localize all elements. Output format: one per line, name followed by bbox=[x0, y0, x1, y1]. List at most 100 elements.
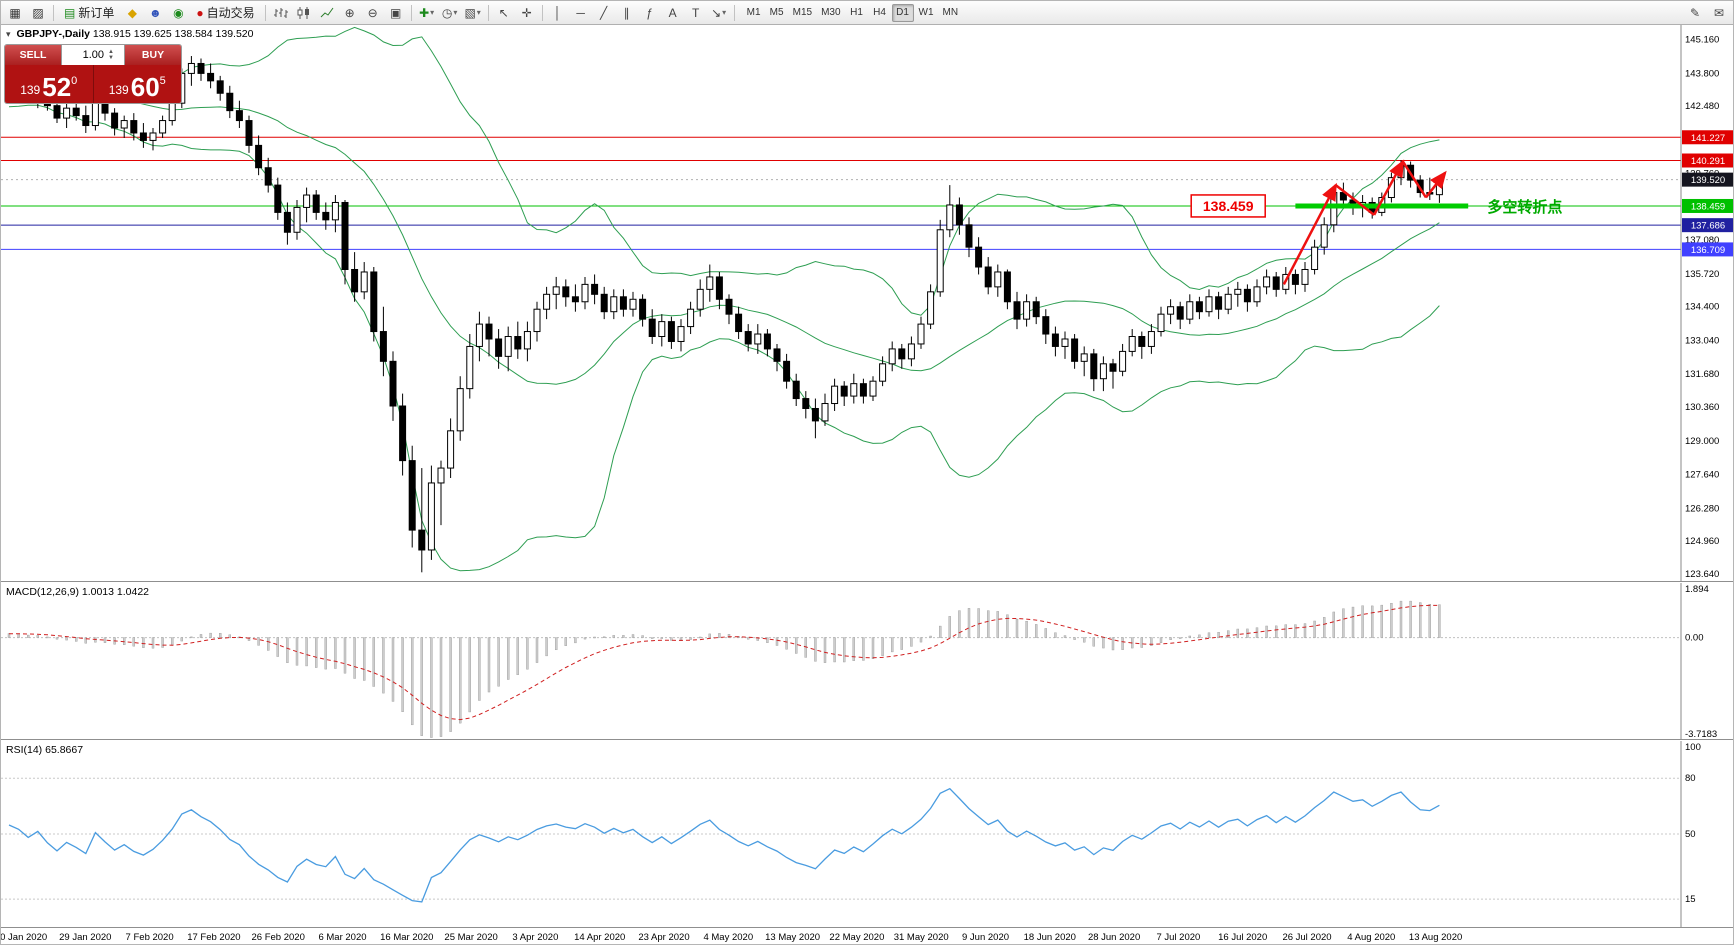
date-label: 28 Jun 2020 bbox=[1087, 932, 1141, 943]
svg-text:143.800: 143.800 bbox=[1685, 68, 1719, 79]
svg-text:130.360: 130.360 bbox=[1685, 402, 1719, 413]
volume-input[interactable] bbox=[62, 48, 106, 62]
vertical-line-icon: │ bbox=[553, 5, 562, 20]
svg-text:126.280: 126.280 bbox=[1685, 503, 1719, 514]
timeframe-button-m1[interactable]: M1 bbox=[746, 7, 761, 18]
chevron-down-icon: ▾ bbox=[476, 8, 481, 17]
tile-windows-button[interactable]: ▣ bbox=[385, 3, 407, 23]
one-click-toggle-icon[interactable]: ▾ bbox=[6, 29, 11, 39]
templates-button[interactable]: ▧ ▾ bbox=[462, 3, 484, 23]
pane-divider[interactable] bbox=[1, 581, 1733, 583]
timeframe-button-h4[interactable]: H4 bbox=[873, 7, 886, 18]
date-label: 29 Jan 2020 bbox=[59, 932, 112, 943]
sell-price-sup: 0 bbox=[71, 75, 78, 87]
spin-down-icon[interactable]: ▼ bbox=[108, 55, 114, 61]
text-tool-button[interactable]: A bbox=[662, 3, 684, 23]
zoom-out-button[interactable]: ⊖ bbox=[362, 3, 384, 23]
sell-price[interactable]: 139 52 0 bbox=[5, 65, 94, 103]
message-button[interactable]: ✉ bbox=[1708, 3, 1730, 23]
profiles-button[interactable]: ▨ bbox=[27, 3, 49, 23]
line-chart-icon bbox=[320, 7, 334, 17]
candlestick-chart-icon bbox=[297, 6, 309, 19]
label-tool-icon: T bbox=[691, 5, 700, 20]
date-label: 16 Mar 2020 bbox=[380, 932, 434, 943]
periods-button[interactable]: ◷ ▾ bbox=[439, 3, 461, 23]
rsi-indicator-label: RSI(14) 65.8667 bbox=[6, 744, 83, 756]
vertical-line-tool-button[interactable]: │ bbox=[547, 3, 569, 23]
toolbar-separator bbox=[53, 4, 54, 21]
toolbar-right-group: ✎ ✉ bbox=[1684, 3, 1730, 23]
new-chart-button[interactable]: ▦ bbox=[4, 3, 26, 23]
new-chart-icon: ▦ bbox=[9, 5, 21, 20]
volume-box: ▲ ▼ bbox=[61, 45, 125, 65]
date-label: 16 Jul 2020 bbox=[1218, 932, 1268, 943]
mail-icon: ✉ bbox=[1713, 5, 1725, 20]
chevron-down-icon: ▾ bbox=[722, 8, 727, 17]
date-label: 4 May 2020 bbox=[703, 932, 754, 943]
svg-text:139.520: 139.520 bbox=[1691, 175, 1725, 186]
svg-text:1.894: 1.894 bbox=[1685, 584, 1709, 595]
sell-price-main: 52 bbox=[42, 72, 72, 102]
rsi-chart-canvas[interactable]: 100 80 50 15 bbox=[1, 741, 1734, 927]
market-icon: ◉ bbox=[173, 5, 184, 20]
autotrade-button[interactable]: ● 自动交易 bbox=[190, 3, 260, 23]
community-button[interactable]: ☻ bbox=[144, 3, 166, 23]
timeframe-button-m5[interactable]: M5 bbox=[769, 7, 784, 18]
alerts-button[interactable]: ◆ bbox=[121, 3, 143, 23]
svg-text:多空转折点: 多空转折点 bbox=[1487, 198, 1562, 216]
chevron-down-icon: ▾ bbox=[430, 8, 435, 17]
timeframe-button-m15[interactable]: M15 bbox=[792, 7, 813, 18]
timeframe-button-d1[interactable]: D1 bbox=[891, 3, 914, 22]
date-label: 22 May 2020 bbox=[829, 932, 885, 943]
line-chart-button[interactable] bbox=[316, 3, 338, 23]
new-order-button[interactable]: ▤ 新订单 bbox=[58, 3, 120, 23]
price-chart-canvas[interactable]: 138.459多空转折点145.160143.800142.480141.160… bbox=[1, 25, 1734, 581]
date-label: 6 Mar 2020 bbox=[318, 932, 367, 943]
spin-up-icon[interactable]: ▲ bbox=[108, 49, 114, 55]
rsi-value: 65.8667 bbox=[45, 744, 84, 756]
date-label: 25 Mar 2020 bbox=[444, 932, 498, 943]
market-button[interactable]: ◉ bbox=[167, 3, 189, 23]
timeframe-button-w1[interactable]: W1 bbox=[918, 7, 934, 18]
buy-button[interactable]: BUY bbox=[125, 45, 181, 65]
text-tool-icon: A bbox=[668, 5, 677, 20]
timeframe-button-m30[interactable]: M30 bbox=[821, 7, 841, 18]
channel-tool-button[interactable]: ∥ bbox=[616, 3, 638, 23]
community-icon: ☻ bbox=[149, 5, 162, 20]
pencil-icon: ✎ bbox=[1689, 5, 1701, 20]
candlestick-chart-button[interactable] bbox=[293, 3, 315, 23]
one-click-price-row: 139 52 0 139 60 5 bbox=[5, 65, 181, 103]
sell-button[interactable]: SELL bbox=[5, 45, 61, 65]
bar-chart-icon bbox=[273, 7, 288, 18]
timeframe-button-mn[interactable]: MN bbox=[942, 7, 959, 18]
zoom-in-button[interactable]: ⊕ bbox=[339, 3, 361, 23]
time-axis[interactable]: 20 Jan 2020 29 Jan 2020 7 Feb 2020 17 Feb 2… bbox=[1, 927, 1733, 944]
horizontal-line-icon: ─ bbox=[576, 5, 585, 20]
indicators-button[interactable]: ✚ ▾ bbox=[416, 3, 438, 23]
indicators-icon: ✚ bbox=[419, 5, 430, 20]
date-label: 13 Aug 2020 bbox=[1408, 932, 1463, 943]
crosshair-tool-button[interactable]: ✛ bbox=[516, 3, 538, 23]
svg-text:134.400: 134.400 bbox=[1685, 302, 1719, 313]
date-label: 26 Feb 2020 bbox=[251, 932, 305, 943]
arrows-tool-icon: ↘ bbox=[711, 5, 722, 20]
buy-price-sup: 5 bbox=[159, 75, 166, 87]
macd-chart-canvas[interactable]: 1.894 0.00 -3.7183 bbox=[1, 583, 1734, 739]
compose-button[interactable]: ✎ bbox=[1684, 3, 1706, 23]
arrows-tool-button[interactable]: ↘ ▾ bbox=[708, 3, 730, 23]
buy-price[interactable]: 139 60 5 bbox=[94, 65, 182, 103]
trendline-tool-button[interactable]: ╱ bbox=[593, 3, 615, 23]
svg-text:100: 100 bbox=[1685, 742, 1701, 753]
cursor-tool-button[interactable]: ↖ bbox=[493, 3, 515, 23]
cursor-icon: ↖ bbox=[498, 5, 509, 20]
label-tool-button[interactable]: T bbox=[685, 3, 707, 23]
svg-text:127.640: 127.640 bbox=[1685, 470, 1719, 481]
svg-text:15: 15 bbox=[1685, 894, 1696, 905]
timeframe-button-h1[interactable]: H1 bbox=[850, 7, 863, 18]
bar-chart-button[interactable] bbox=[270, 3, 292, 23]
horizontal-line-tool-button[interactable]: ─ bbox=[570, 3, 592, 23]
fibonacci-tool-button[interactable]: ƒ bbox=[639, 3, 661, 23]
svg-text:123.640: 123.640 bbox=[1685, 569, 1719, 580]
pane-divider[interactable] bbox=[1, 739, 1733, 741]
toolbar-separator bbox=[410, 4, 412, 21]
